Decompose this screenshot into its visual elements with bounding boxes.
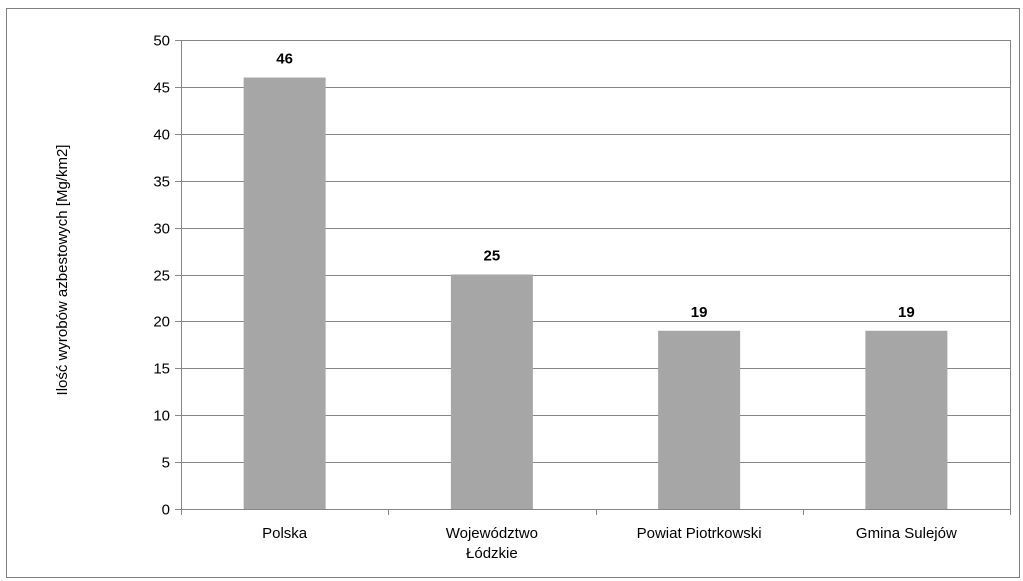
data-label: 19 [898, 304, 915, 321]
y-tick-label: 50 [153, 33, 170, 50]
y-tick-label: 30 [153, 221, 170, 238]
y-tick-label: 10 [153, 408, 170, 425]
y-tick-label: 40 [153, 127, 170, 144]
y-tick-label: 35 [153, 174, 170, 191]
data-label: 25 [484, 248, 501, 265]
x-tick-label: Powiat Piotrkowski [637, 525, 762, 542]
bar [244, 78, 326, 509]
bars [244, 78, 948, 509]
y-tick-label: 0 [162, 502, 170, 519]
y-tick-label: 15 [153, 361, 170, 378]
data-label: 46 [276, 51, 293, 68]
x-tick-label: Gmina Sulejów [856, 525, 957, 542]
y-tick-label: 20 [153, 314, 170, 331]
bar [451, 275, 533, 510]
bar [865, 331, 947, 509]
data-label: 19 [691, 304, 708, 321]
bar [658, 331, 740, 509]
y-tick-label: 5 [162, 455, 170, 472]
x-tick-label: Województwo Łódzkie [446, 525, 538, 562]
x-tick-label: Polska [262, 525, 308, 542]
y-tick-label: 45 [153, 80, 170, 97]
y-axis-title: Ilość wyrobów azbestowych [Mg/km2] [54, 145, 71, 396]
y-tick-label: 25 [153, 268, 170, 285]
